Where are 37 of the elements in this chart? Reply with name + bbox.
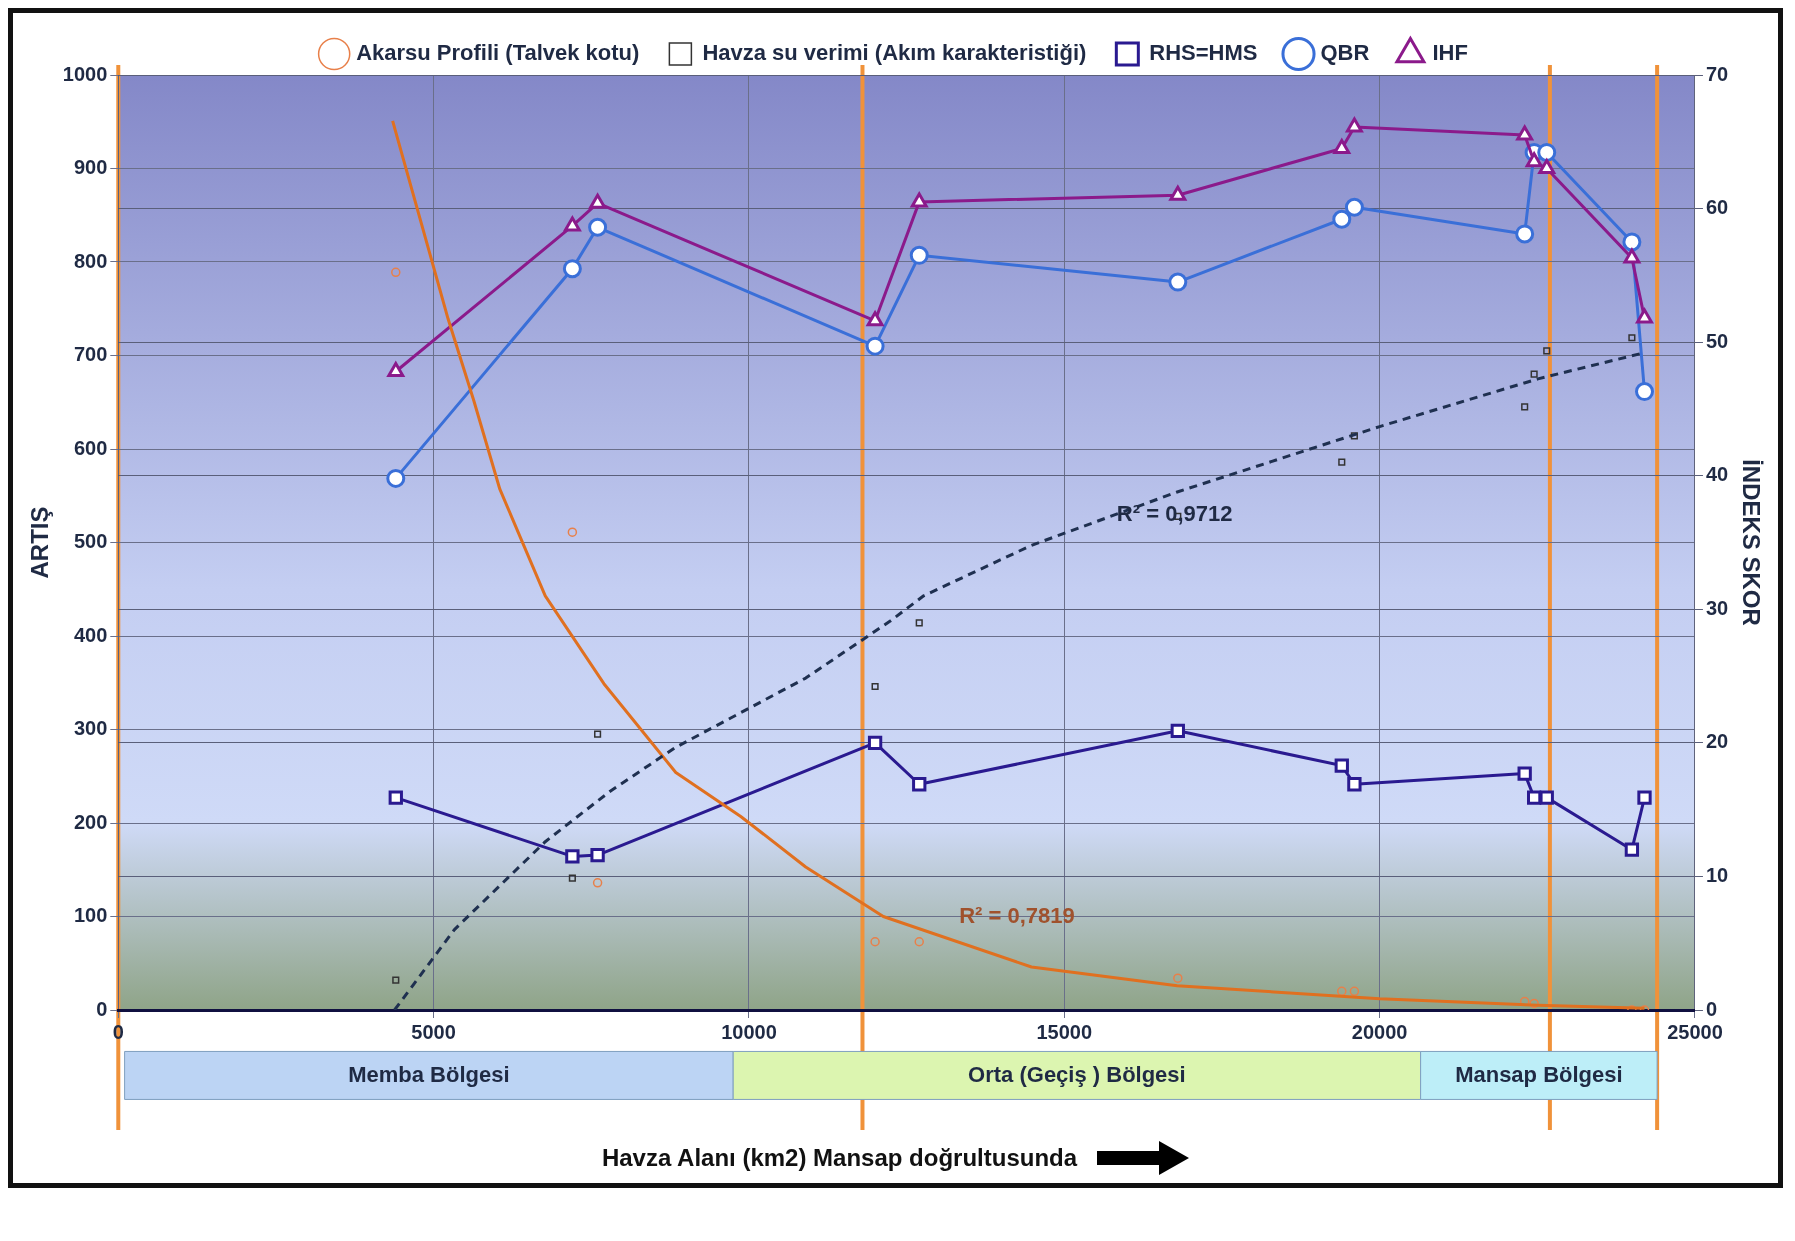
y2-axis-title: İNDEKS SKOR [1737, 459, 1765, 626]
y-tick-label: 700 [73, 343, 108, 366]
legend-label: Akarsu Profili (Talvek kotu) [356, 40, 640, 66]
text: Mansap Bölgesi [1455, 1061, 1623, 1087]
text: Orta (Geçiş ) Bölgesi [968, 1061, 1186, 1087]
annotation: R² = 0,9712 [1116, 500, 1233, 526]
y-tick-label: 900 [73, 156, 108, 179]
y2-tick-label: 20 [1705, 730, 1729, 753]
x-tick-label: 15000 [1036, 1020, 1093, 1043]
y2-tick-label: 70 [1705, 62, 1729, 85]
y2-tick-label: 60 [1705, 196, 1729, 219]
y2-tick-label: 50 [1705, 329, 1729, 352]
y2-tick-label: 10 [1705, 863, 1729, 886]
y-tick-label: 100 [73, 904, 108, 927]
x-tick-label: 25000 [1667, 1020, 1723, 1043]
y-tick-label: 200 [73, 810, 108, 833]
y-tick-label: 500 [73, 530, 108, 553]
annotation: R² = 0,7819 [959, 902, 1075, 928]
legend-label: IHF [1432, 40, 1468, 66]
x-tick-label: 5000 [411, 1020, 456, 1043]
y-tick-label: 300 [73, 717, 108, 740]
x-axis-title: Havza Alanı (km2) Mansap doğrultusunda [601, 1144, 1078, 1172]
y-tick-label: 1000 [62, 62, 108, 85]
y2-tick-label: 0 [1705, 997, 1718, 1020]
y-axis-title: ARTIŞ [26, 506, 54, 579]
legend-label: Havza su verimi (Akım karakteristiği) [702, 40, 1087, 66]
y-tick-label: 800 [73, 249, 108, 272]
y2-tick-label: 30 [1705, 596, 1729, 619]
x-tick-label: 10000 [721, 1020, 777, 1043]
x-tick-label: 20000 [1351, 1020, 1408, 1043]
legend-label: QBR [1320, 40, 1370, 66]
y-tick-label: 400 [73, 623, 108, 646]
y-tick-label: 0 [96, 997, 108, 1020]
y2-tick-label: 40 [1705, 463, 1729, 486]
text: Memba Bölgesi [348, 1061, 510, 1087]
y-tick-label: 600 [73, 436, 108, 459]
legend-label: RHS=HMS [1149, 40, 1258, 66]
